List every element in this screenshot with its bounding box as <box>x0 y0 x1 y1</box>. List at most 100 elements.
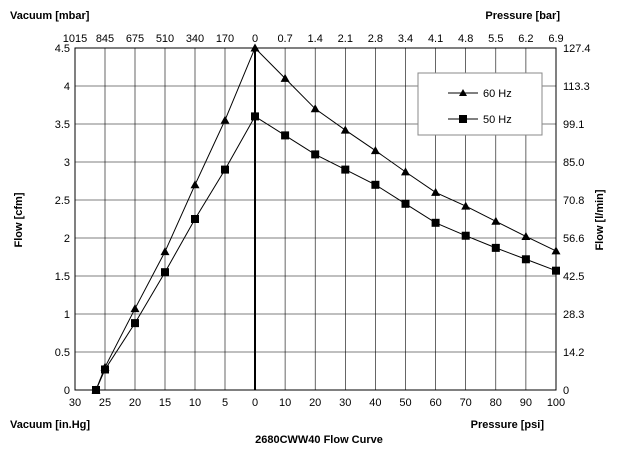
data-point-50hz <box>92 386 100 394</box>
x-vacuum-tick-label: 30 <box>69 397 81 409</box>
data-point-60hz <box>310 104 320 113</box>
x-pressure-tick-label: 10 <box>279 397 291 409</box>
plot-area-frame <box>74 47 557 391</box>
bottom-right-axis-title: Pressure [psi] <box>471 419 545 431</box>
top-pressure-tick-label: 2.1 <box>338 33 353 45</box>
legend-box <box>417 72 543 136</box>
legend-marker-triangle-icon <box>459 89 467 96</box>
top-vacuum-tick-label: 0 <box>252 33 258 45</box>
x-pressure-tick-label: 100 <box>547 397 565 409</box>
y2-tick-label: 85.0 <box>563 157 584 169</box>
data-point-50hz <box>491 243 500 252</box>
y-tick-label: 0 <box>64 385 70 397</box>
x-pressure-tick-label: 80 <box>490 397 502 409</box>
top-vacuum-tick-label: 675 <box>126 33 144 45</box>
data-point-60hz <box>551 246 561 255</box>
legend: 60 Hz 50 Hz <box>417 72 543 136</box>
data-point-50hz <box>251 112 259 121</box>
data-point-60hz <box>461 201 471 210</box>
data-point-50hz <box>341 165 350 174</box>
data-point-50hz <box>401 199 410 208</box>
legend-label-50hz: 50 Hz <box>483 114 512 126</box>
x-vacuum-tick-label: 25 <box>99 397 111 409</box>
data-point-50hz <box>161 268 169 277</box>
x-vacuum-tick-label: 20 <box>129 397 141 409</box>
top-vacuum-tick-label: 845 <box>96 33 114 45</box>
data-point-60hz <box>521 231 531 240</box>
y-tick-label: 4.5 <box>55 43 70 55</box>
y-tick-label: 1.5 <box>55 271 70 283</box>
data-point-60hz <box>340 125 350 134</box>
data-point-60hz <box>130 304 140 313</box>
top-pressure-tick-label: 6.9 <box>548 33 563 45</box>
data-point-60hz <box>370 146 380 155</box>
data-point-50hz <box>371 180 380 189</box>
left-y-axis-title: Flow [cfm] <box>13 192 25 247</box>
y2-tick-label: 113.3 <box>563 81 590 93</box>
top-pressure-tick-label: 4.8 <box>458 33 473 45</box>
y2-tick-label: 28.3 <box>563 309 584 321</box>
x-pressure-tick-label: 30 <box>339 397 351 409</box>
data-point-60hz <box>220 115 230 124</box>
x-vacuum-tick-label: 5 <box>222 397 228 409</box>
bottom-left-axis-title: Vacuum [in.Hg] <box>10 419 90 431</box>
data-point-50hz <box>521 255 530 264</box>
x-pressure-tick-label: 40 <box>369 397 381 409</box>
y-tick-label: 3.5 <box>55 119 70 131</box>
data-point-50hz <box>311 150 320 159</box>
data-point-50hz <box>131 319 139 328</box>
y2-tick-label: 42.5 <box>563 271 584 283</box>
series-layer <box>91 43 561 394</box>
y2-tick-label: 70.8 <box>563 195 584 207</box>
data-point-60hz <box>250 43 260 52</box>
y2-tick-label: 56.6 <box>563 233 584 245</box>
top-right-axis-title: Pressure [bar] <box>485 10 560 22</box>
x-vacuum-tick-label: 10 <box>189 397 201 409</box>
tick-labels: 0 0 0.5 14.2 1 28.3 1.5 42.5 2 56.6 2.5 70.8 3 85.0 3.… <box>55 33 591 409</box>
chart-title: 2680CWW40 Flow Curve <box>255 434 383 446</box>
x-pressure-tick-label: 60 <box>429 397 441 409</box>
x-pressure-tick-label: 50 <box>399 397 411 409</box>
top-pressure-tick-label: 4.1 <box>428 33 443 45</box>
top-vacuum-tick-label: 510 <box>156 33 174 45</box>
x-pressure-tick-label: 20 <box>309 397 321 409</box>
top-pressure-tick-label: 6.2 <box>518 33 533 45</box>
top-vacuum-tick-label: 340 <box>186 33 204 45</box>
y-tick-label: 2.5 <box>55 195 70 207</box>
y2-tick-label: 99.1 <box>563 119 584 131</box>
data-point-50hz <box>191 215 199 223</box>
top-vacuum-tick-label: 170 <box>216 33 234 45</box>
y2-tick-label: 127.4 <box>563 43 591 55</box>
grid-lines <box>74 47 557 391</box>
x-vacuum-tick-label: 15 <box>159 397 171 409</box>
legend-marker-square-icon <box>459 115 467 123</box>
right-y-axis-title: Flow [l/min] <box>594 189 606 250</box>
top-pressure-tick-label: 0.7 <box>277 33 292 45</box>
x-pressure-tick-label: 70 <box>460 397 472 409</box>
x-zero-tick-label: 0 <box>252 397 258 409</box>
top-pressure-tick-label: 1.4 <box>308 33 323 45</box>
data-point-50hz <box>221 165 229 174</box>
data-point-60hz <box>401 167 410 176</box>
data-point-50hz <box>431 218 440 227</box>
data-point-60hz <box>431 187 441 196</box>
data-point-50hz <box>101 365 109 374</box>
x-pressure-tick-label: 90 <box>520 397 532 409</box>
data-point-50hz <box>461 231 470 240</box>
top-pressure-tick-label: 3.4 <box>398 33 413 45</box>
top-pressure-tick-label: 5.5 <box>488 33 503 45</box>
data-point-50hz <box>281 131 290 140</box>
data-point-60hz <box>190 180 200 189</box>
top-left-axis-title: Vacuum [mbar] <box>10 10 90 22</box>
data-point-60hz <box>491 216 501 225</box>
y-tick-label: 3 <box>64 157 70 169</box>
data-point-60hz <box>280 73 290 82</box>
legend-label-60hz: 60 Hz <box>483 88 512 100</box>
y-tick-label: 0.5 <box>55 347 70 359</box>
y-tick-label: 1 <box>64 309 70 321</box>
y2-tick-label: 0 <box>563 385 569 397</box>
top-pressure-tick-label: 2.8 <box>368 33 383 45</box>
top-vacuum-tick-label: 1015 <box>63 33 87 45</box>
data-point-60hz <box>160 247 170 256</box>
y2-tick-label: 14.2 <box>563 347 584 359</box>
